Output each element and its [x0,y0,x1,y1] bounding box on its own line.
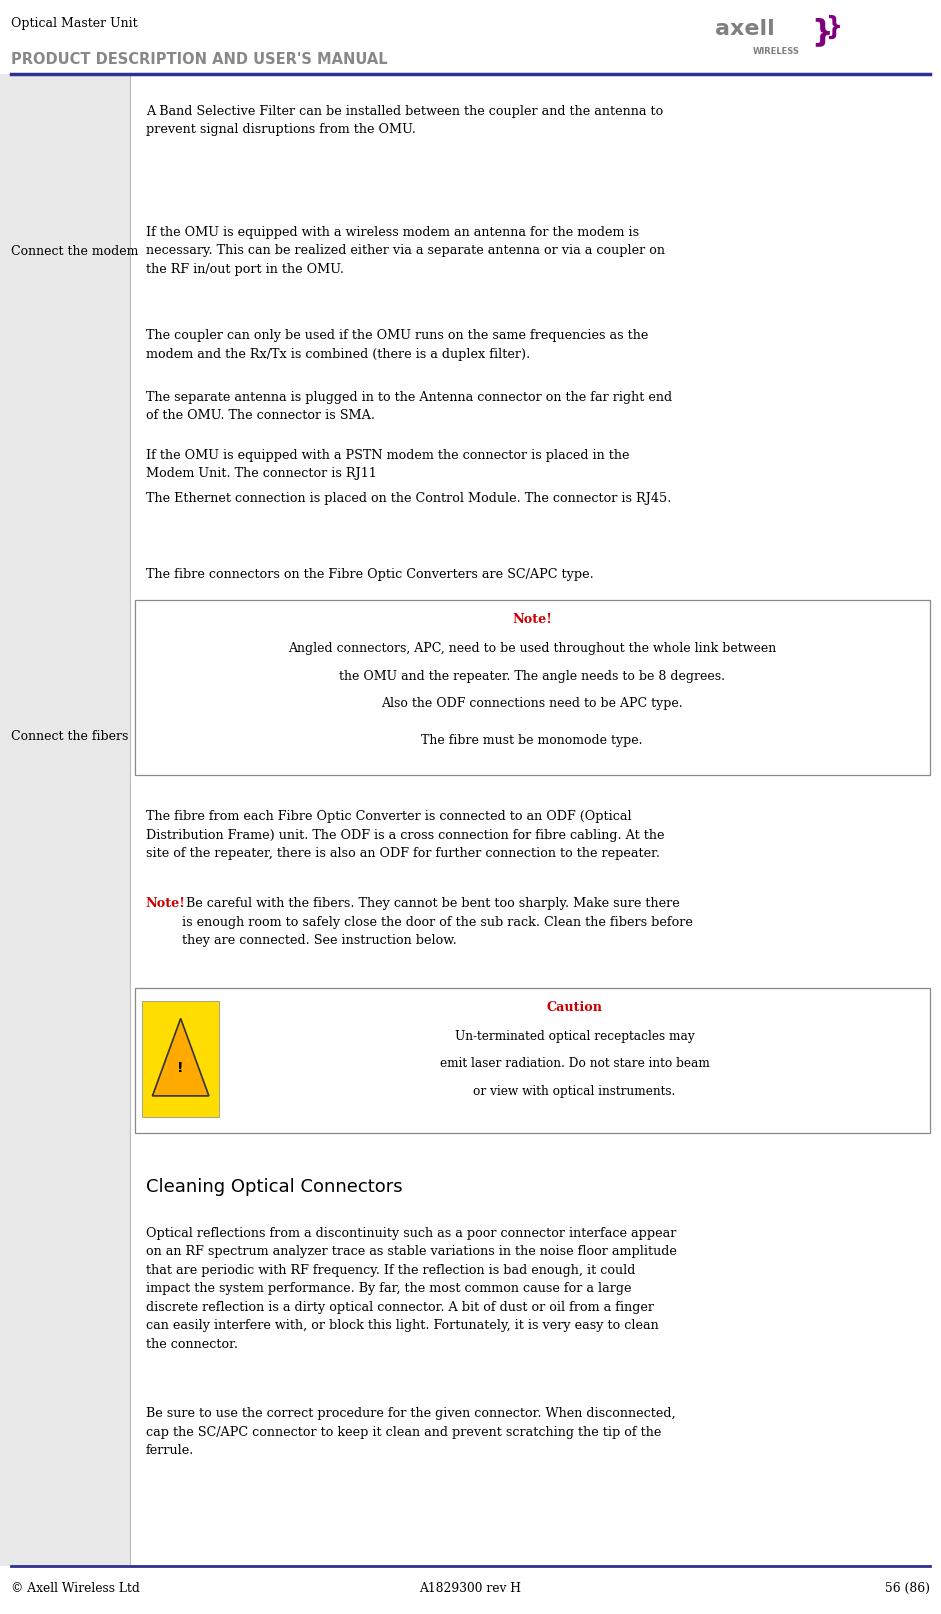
Bar [135,988,930,1133]
Text: Connect the modem: Connect the modem [11,245,138,258]
Text: The fibre must be monomode type.: The fibre must be monomode type. [422,734,643,747]
Polygon shape [152,1018,209,1096]
Text: © Axell Wireless Ltd: © Axell Wireless Ltd [11,1582,140,1595]
Text: Optical Master Unit: Optical Master Unit [11,16,138,31]
Bar [142,1001,219,1117]
Text: Be sure to use the correct procedure for the given connector. When disconnected,: Be sure to use the correct procedure for… [146,1407,676,1457]
Text: Be careful with the fibers. They cannot be bent too sharply. Make sure there
is : Be careful with the fibers. They cannot … [182,897,693,947]
Bar [135,600,930,775]
Text: The coupler can only be used if the OMU runs on the same frequencies as the
mode: The coupler can only be used if the OMU … [146,329,648,362]
Text: or view with optical instruments.: or view with optical instruments. [473,1085,676,1098]
Text: Note!: Note! [146,897,185,910]
Text: Cleaning Optical Connectors: Cleaning Optical Connectors [146,1178,403,1196]
Text: The Ethernet connection is placed on the Control Module. The connector is RJ45.: The Ethernet connection is placed on the… [146,492,671,505]
Text: }: } [826,15,843,39]
Text: Connect the fibers: Connect the fibers [11,730,129,742]
Text: Note!: Note! [512,613,552,626]
Text: }: } [811,16,833,45]
Text: Caution: Caution [547,1001,602,1014]
Text: Angled connectors, APC, need to be used throughout the whole link between: Angled connectors, APC, need to be used … [288,642,776,655]
Text: If the OMU is equipped with a wireless modem an antenna for the modem is
necessa: If the OMU is equipped with a wireless m… [146,226,665,276]
Text: The separate antenna is plugged in to the Antenna connector on the far right end: The separate antenna is plugged in to th… [146,391,672,423]
Bar [0,74,130,1566]
Text: !: ! [178,1062,183,1075]
Text: 56 (86): 56 (86) [885,1582,930,1595]
Text: the OMU and the repeater. The angle needs to be 8 degrees.: the OMU and the repeater. The angle need… [339,670,726,683]
Text: Un-terminated optical receptacles may: Un-terminated optical receptacles may [455,1030,694,1043]
Text: The fibre from each Fibre Optic Converter is connected to an ODF (Optical
Distri: The fibre from each Fibre Optic Converte… [146,810,664,860]
Text: axell: axell [715,18,774,39]
Text: WIRELESS: WIRELESS [753,47,800,56]
Text: emit laser radiation. Do not stare into beam: emit laser radiation. Do not stare into … [439,1057,710,1070]
Text: A Band Selective Filter can be installed between the coupler and the antenna to
: A Band Selective Filter can be installed… [146,105,663,137]
Text: Optical reflections from a discontinuity such as a poor connector interface appe: Optical reflections from a discontinuity… [146,1227,677,1351]
Text: If the OMU is equipped with a PSTN modem the connector is placed in the
Modem Un: If the OMU is equipped with a PSTN modem… [146,449,630,481]
Text: A1829300 rev H: A1829300 rev H [420,1582,521,1595]
Text: The fibre connectors on the Fibre Optic Converters are SC/APC type.: The fibre connectors on the Fibre Optic … [146,568,594,581]
Text: PRODUCT DESCRIPTION AND USER'S MANUAL: PRODUCT DESCRIPTION AND USER'S MANUAL [11,52,388,66]
Text: Also the ODF connections need to be APC type.: Also the ODF connections need to be APC … [381,697,683,710]
